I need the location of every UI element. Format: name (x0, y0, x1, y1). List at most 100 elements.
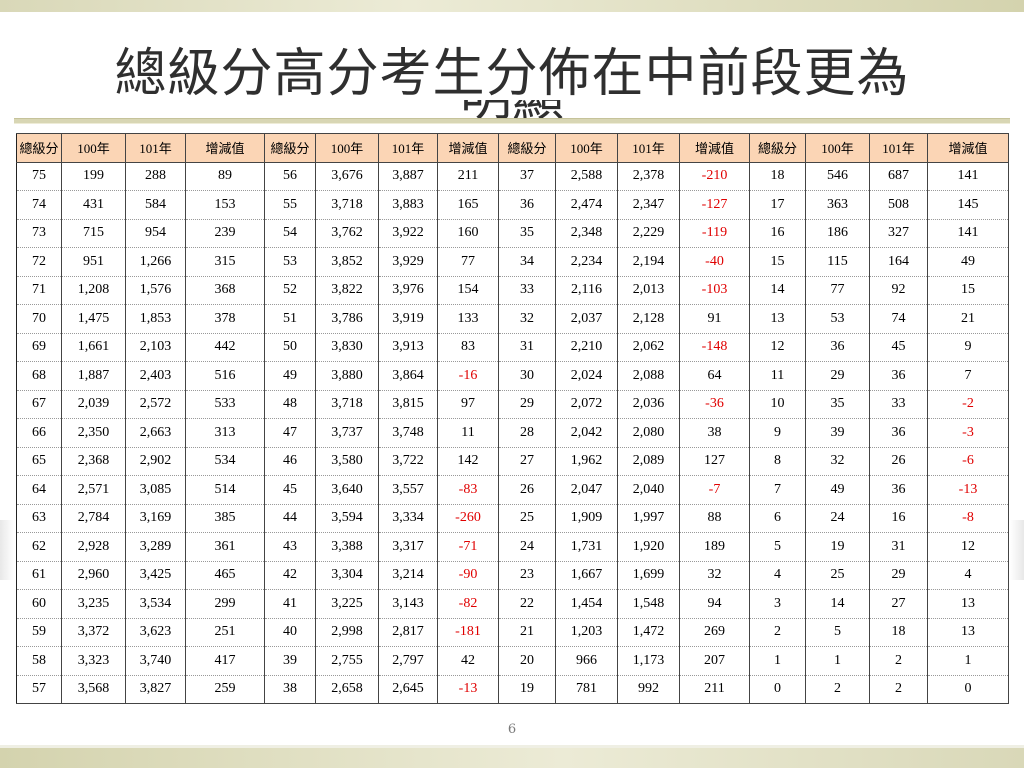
table-header-row: 總級分 100年 101年 增減值 總級分 100年 101年 增減值 總級分 100年 101年增… (16, 133, 1009, 163)
table-row: 64 2,571 3,085 514 45 3,640 3,557 -83 26 2,047 2,0… (16, 475, 1009, 505)
table-cell: 38 (679, 418, 750, 448)
column-header: 總級分 (498, 133, 556, 163)
table-cell: 3,214 (378, 561, 438, 590)
table-cell: 1,997 (617, 504, 680, 533)
table-row: 72 951 1,266 315 53 3,852 3,929 77 34 2,234 2,194-… (16, 247, 1009, 277)
table-cell: 508 (869, 190, 928, 220)
column-header: 增減值 (679, 133, 750, 163)
table-cell: 41 (264, 589, 316, 619)
table-cell: 3,737 (315, 418, 379, 448)
table-cell: 9 (927, 333, 1009, 362)
table-cell: 83 (437, 333, 499, 362)
column-header: 100年 (315, 133, 379, 163)
table-cell: 2,210 (555, 333, 618, 362)
table-cell: -40 (679, 247, 750, 277)
table-cell: 3,534 (125, 589, 186, 619)
table-cell: 127 (679, 447, 750, 476)
column-header: 101年 (125, 133, 186, 163)
table-cell: 259 (185, 675, 265, 704)
table-cell: 43 (264, 532, 316, 562)
table-cell: -2 (927, 390, 1009, 419)
table-cell: 70 (16, 304, 62, 334)
table-cell: 3,880 (315, 361, 379, 391)
table-cell: 3,740 (125, 646, 186, 676)
table-cell: 313 (185, 418, 265, 448)
table-cell: 2,403 (125, 361, 186, 391)
table-cell: 3,623 (125, 618, 186, 647)
table-cell: 199 (61, 162, 126, 191)
score-distribution-table: 總級分 100年 101年 增減值 總級分 100年 101年 增減值 總級分 100年 101年增… (16, 133, 1009, 704)
table-cell: 64 (679, 361, 750, 391)
table-cell: 2,645 (378, 675, 438, 704)
table-cell: 2,571 (61, 475, 126, 505)
table-cell: 2,088 (617, 361, 680, 391)
table-cell: 3,557 (378, 475, 438, 505)
bottom-decor-band (0, 745, 1024, 768)
table-cell: 51 (264, 304, 316, 334)
table-cell: 1,699 (617, 561, 680, 590)
column-header: 總級分 (749, 133, 806, 163)
table-cell: 2,042 (555, 418, 618, 448)
table-cell: 69 (16, 333, 62, 362)
table-row: 75 199 288 89 56 3,676 3,887 211 37 2,588 2,378 -21… (16, 162, 1009, 191)
table-cell: 3,304 (315, 561, 379, 590)
table-cell: 0 (927, 675, 1009, 704)
table-cell: 21 (927, 304, 1009, 334)
table-cell: 36 (805, 333, 870, 362)
table-cell: 49 (264, 361, 316, 391)
table-cell: 299 (185, 589, 265, 619)
table-cell: 7 (749, 475, 806, 505)
table-cell: -83 (437, 475, 499, 505)
table-cell: 207 (679, 646, 750, 676)
table-cell: 45 (264, 475, 316, 505)
table-row: 66 2,350 2,663 313 47 3,737 3,748 11 28 2,042 2,08… (16, 418, 1009, 448)
table-cell: 534 (185, 447, 265, 476)
table-row: 69 1,661 2,103 442 50 3,830 3,913 83 31 2,210 2,06… (16, 333, 1009, 362)
table-cell: -82 (437, 589, 499, 619)
table-cell: 58 (16, 646, 62, 676)
table-cell: 13 (927, 618, 1009, 647)
table-cell: 92 (869, 276, 928, 305)
table-cell: 3,830 (315, 333, 379, 362)
table-cell: -148 (679, 333, 750, 362)
table-cell: 3,976 (378, 276, 438, 305)
table-cell: 3,568 (61, 675, 126, 704)
table-cell: 77 (437, 247, 499, 277)
table-cell: 2,368 (61, 447, 126, 476)
table-cell: 42 (264, 561, 316, 590)
column-header: 總級分 (264, 133, 316, 163)
table-row: 63 2,784 3,169 385 44 3,594 3,334 -260 25 1,909 1,… (16, 504, 1009, 533)
table-cell: 3,594 (315, 504, 379, 533)
table-cell: 1,454 (555, 589, 618, 619)
table-cell: 5 (805, 618, 870, 647)
table-cell: 3,143 (378, 589, 438, 619)
table-cell: 368 (185, 276, 265, 305)
table-cell: 546 (805, 162, 870, 191)
table-cell: 29 (869, 561, 928, 590)
slide-title-overflow: 明顯 (0, 100, 1024, 130)
table-cell: 3,580 (315, 447, 379, 476)
table-cell: 3,919 (378, 304, 438, 334)
table-cell: 22 (498, 589, 556, 619)
table-cell: 211 (679, 675, 750, 704)
table-row: 57 3,568 3,827 259 38 2,658 2,645 -13 19 781 992 21… (16, 675, 1009, 704)
table-cell: 2 (869, 675, 928, 704)
column-header: 101年 (869, 133, 928, 163)
table-cell: 115 (805, 247, 870, 277)
table-row: 71 1,208 1,576 368 52 3,822 3,976 154 33 2,116 2,0… (16, 276, 1009, 305)
table-cell: 11 (437, 418, 499, 448)
table-cell: 35 (805, 390, 870, 419)
table-cell: 10 (749, 390, 806, 419)
column-header: 100年 (555, 133, 618, 163)
table-cell: 2,040 (617, 475, 680, 505)
table-cell: 55 (264, 190, 316, 220)
table-cell: 1 (749, 646, 806, 676)
table-cell: 1,472 (617, 618, 680, 647)
table-cell: 145 (927, 190, 1009, 220)
table-cell: 94 (679, 589, 750, 619)
table-cell: 2,039 (61, 390, 126, 419)
table-cell: 1,731 (555, 532, 618, 562)
table-cell: 8 (749, 447, 806, 476)
table-cell: 3,887 (378, 162, 438, 191)
table-cell: 687 (869, 162, 928, 191)
